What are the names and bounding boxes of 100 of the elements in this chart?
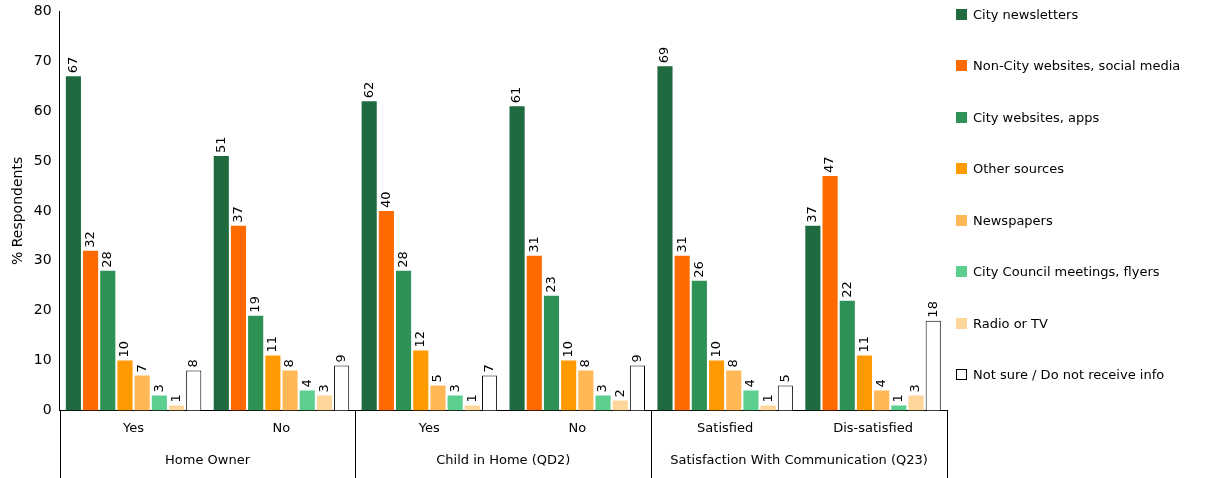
legend-label: Non-City websites, social media	[973, 58, 1181, 73]
data-label: 10	[707, 340, 723, 358]
data-label: 11	[264, 335, 280, 353]
data-label: 37	[229, 206, 245, 223]
data-label: 28	[99, 251, 115, 268]
bar	[396, 270, 412, 411]
bar	[430, 385, 446, 411]
data-label: 26	[690, 261, 706, 278]
bar	[708, 360, 725, 411]
x-tick-label: Satisfied	[697, 419, 754, 435]
data-label: 8	[185, 359, 201, 368]
bar	[543, 295, 560, 411]
bar	[299, 390, 315, 411]
y-tick-label: 20	[33, 301, 52, 318]
data-label: 8	[725, 359, 741, 368]
data-label: 3	[150, 384, 166, 393]
data-label: 10	[116, 340, 132, 358]
data-label: 1	[759, 394, 775, 403]
x-tick-label: Yes	[417, 419, 441, 435]
data-label: 3	[907, 384, 923, 393]
data-label: 12	[412, 331, 428, 348]
data-label: 5	[776, 374, 792, 383]
y-tick-label: 60	[33, 101, 52, 118]
y-tick-label: 40	[33, 201, 52, 218]
data-label: 4	[742, 379, 758, 388]
bar	[65, 76, 81, 411]
bar	[595, 395, 611, 411]
bar	[230, 225, 247, 411]
data-label: 3	[446, 384, 462, 393]
bar	[760, 405, 776, 411]
bar	[839, 300, 855, 411]
bar	[134, 375, 150, 411]
data-label: 10	[560, 340, 576, 358]
y-tick-label: 50	[33, 151, 52, 168]
bar	[657, 66, 673, 411]
bar	[578, 370, 594, 411]
data-label: 18	[924, 301, 940, 318]
bar	[674, 255, 690, 411]
data-label: 7	[480, 364, 496, 373]
data-label: 61	[508, 86, 524, 104]
data-label: 67	[64, 56, 80, 74]
bar	[561, 360, 577, 411]
data-label: 1	[463, 394, 479, 403]
text: Satisfaction With Communication (Q23)	[670, 452, 928, 468]
bar	[612, 400, 628, 411]
x-tick-label: Dis-satisfied	[833, 419, 913, 435]
bar	[464, 405, 480, 411]
data-label: 9	[628, 354, 644, 363]
data-label: 9	[333, 354, 349, 363]
data-label: 2	[611, 389, 627, 398]
legend-label: Newspapers	[973, 212, 1053, 228]
bar	[213, 156, 229, 411]
bar	[265, 355, 281, 411]
data-label: 4	[298, 379, 314, 388]
data-label: 62	[360, 81, 376, 99]
bar	[726, 370, 742, 411]
bar	[316, 395, 333, 411]
data-label: 5	[429, 374, 445, 383]
data-label: 51	[212, 136, 228, 154]
bar	[743, 390, 759, 411]
bar	[282, 370, 298, 411]
bar	[168, 405, 185, 411]
y-tick-label: 70	[33, 51, 52, 68]
data-label: 8	[577, 359, 593, 368]
bar	[856, 355, 873, 411]
y-tick-label: 30	[33, 251, 52, 268]
y-tick-label: 80	[33, 2, 52, 19]
data-label: 4	[873, 379, 889, 388]
y-tick-label: 0	[42, 401, 52, 418]
data-label: 7	[133, 364, 149, 373]
data-label: 3	[594, 384, 610, 393]
data-label: 31	[525, 236, 541, 253]
bar	[822, 175, 838, 411]
x-tick-label: No	[568, 419, 587, 435]
bar	[805, 225, 821, 411]
bar	[891, 405, 907, 411]
data-label: 47	[821, 156, 837, 173]
bar	[447, 395, 463, 411]
data-label: 31	[673, 236, 689, 253]
bar	[151, 395, 167, 411]
data-label: 69	[656, 46, 672, 64]
legend-label: City Council meetings, flyers	[973, 264, 1160, 279]
bar	[248, 315, 264, 411]
bar	[361, 101, 377, 411]
bar	[100, 270, 116, 411]
data-label: 11	[855, 335, 871, 353]
text: Child in Home (QD2)	[436, 452, 571, 468]
text: Home Owner	[165, 452, 251, 468]
x-tick-label: No	[272, 419, 291, 435]
data-label: 23	[542, 276, 558, 293]
bar	[413, 350, 429, 411]
data-label: 37	[804, 206, 820, 223]
legend-label: City websites, apps	[973, 109, 1100, 125]
x-tick-label: Yes	[122, 419, 145, 435]
bar	[117, 360, 133, 411]
legend-label: Radio or TV	[973, 315, 1048, 331]
bar	[526, 255, 542, 411]
bar	[908, 395, 924, 411]
text: Not sure / Do not receive info	[973, 367, 1165, 382]
data-label: 19	[247, 296, 263, 313]
